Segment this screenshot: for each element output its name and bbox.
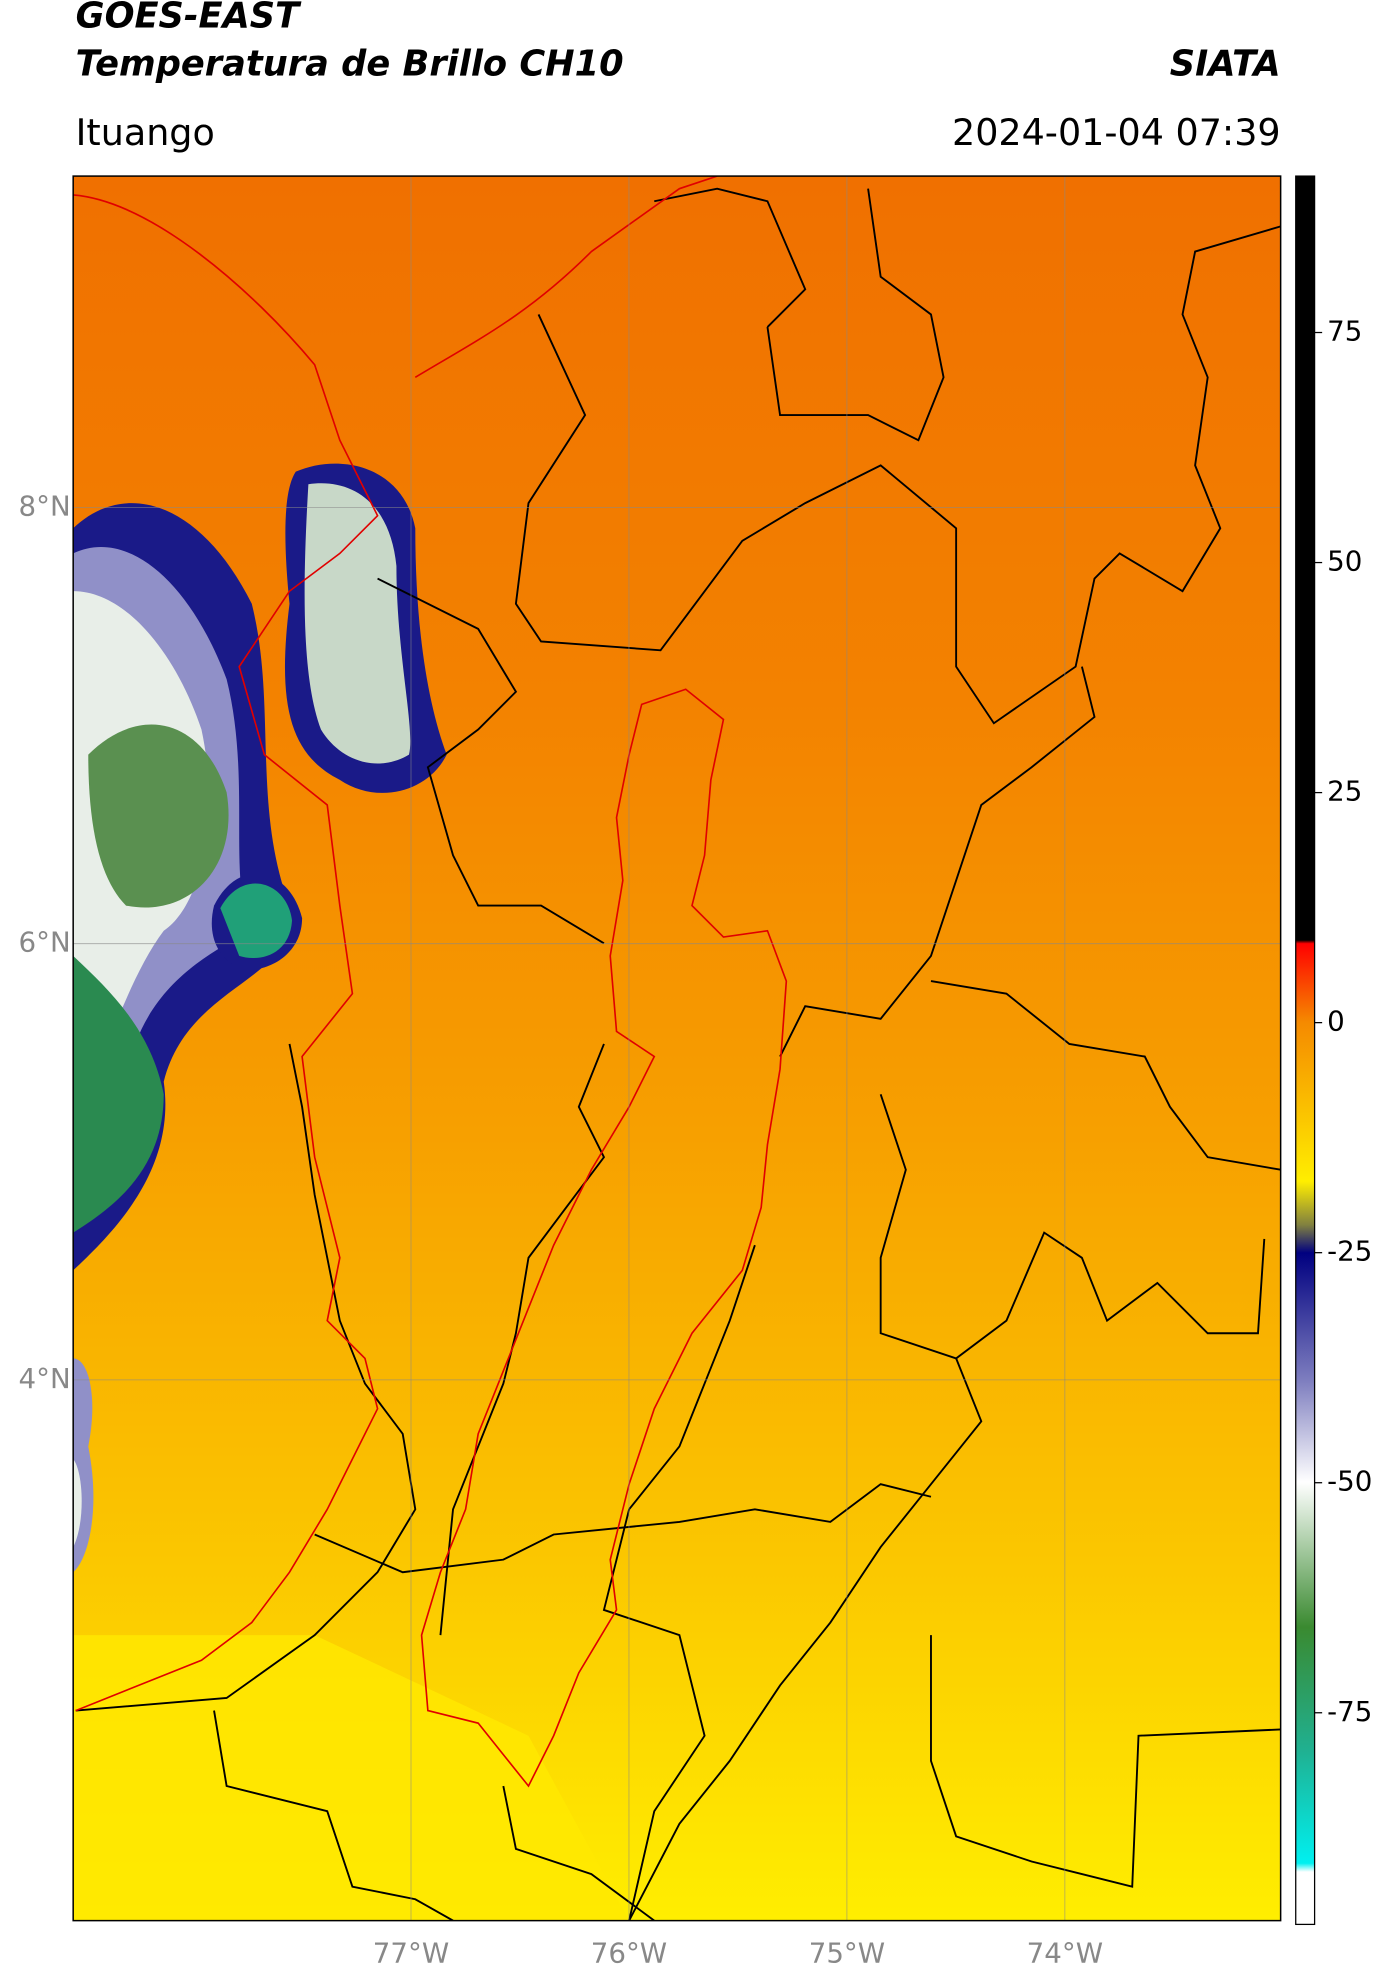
map-image: [73, 176, 1281, 1921]
colorbar-tick-label: 25: [1327, 775, 1362, 808]
y-tick-label: 8°N: [19, 490, 71, 523]
title: GOES-EAST: [76, 0, 302, 37]
colorbar-tick-label: -50: [1327, 1465, 1372, 1498]
x-tick-label: 76°W: [591, 1937, 667, 1970]
x-tick-label: 75°W: [809, 1937, 885, 1970]
y-tick-label: 4°N: [19, 1362, 71, 1395]
subtitle: Temperatura de Brillo CH10: [76, 43, 624, 84]
colorbar-tick-label: -25: [1327, 1235, 1372, 1268]
map-frame: [72, 175, 1282, 1922]
colorbar: [1295, 175, 1316, 1926]
colorbar-tick-label: -75: [1327, 1695, 1372, 1728]
x-tick-label: 74°W: [1027, 1937, 1103, 1970]
colorbar-tick-label: 50: [1327, 545, 1362, 578]
grid: [73, 176, 1281, 1921]
source: SIATA: [1170, 43, 1281, 84]
datetime: 2024-01-04 07:39: [952, 111, 1281, 154]
y-tick-label: 6°N: [19, 926, 71, 959]
colorbar-tick-label: 75: [1327, 315, 1362, 348]
x-tick-label: 77°W: [373, 1937, 449, 1970]
location: Ituango: [76, 111, 215, 154]
colorbar-tick-label: 0: [1327, 1005, 1345, 1038]
